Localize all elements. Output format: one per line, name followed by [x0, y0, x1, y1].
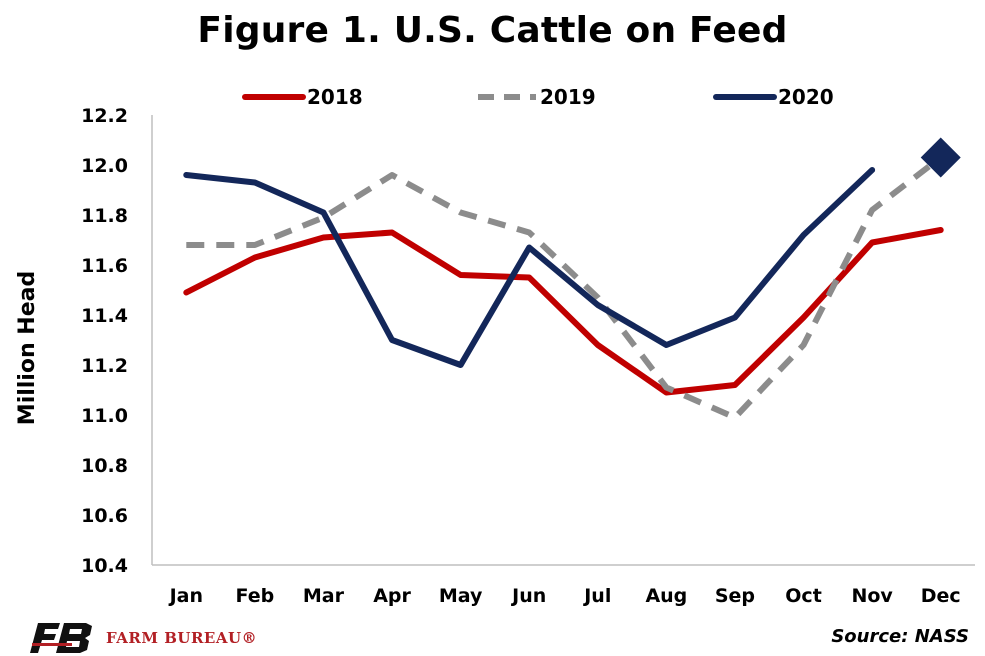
y-tick-label: 11.6: [81, 255, 128, 277]
legend: 2018 2019 2020: [242, 85, 834, 109]
y-tick-label: 11.2: [81, 355, 128, 377]
x-tick-label: Jul: [582, 585, 611, 607]
y-tick-label: 11.0: [81, 405, 128, 427]
y-tick-label: 12.0: [81, 155, 128, 177]
series-line-2018: [183, 227, 944, 396]
x-tick-label: Jun: [510, 585, 546, 607]
y-tick-label: 12.2: [81, 105, 128, 127]
legend-label-2018: 2018: [307, 85, 363, 109]
chart-title: Figure 1. U.S. Cattle on Feed: [197, 10, 788, 51]
y-tick-label: 10.8: [81, 455, 128, 477]
series-lines: [183, 155, 944, 421]
farm-bureau-logo-text: FARM BUREAU®: [106, 629, 258, 647]
legend-label-2019: 2019: [540, 85, 596, 109]
x-tick-label: Feb: [236, 585, 275, 607]
diamond-marker-2020: [920, 137, 961, 178]
markers: [920, 137, 961, 178]
legend-label-2020: 2020: [778, 85, 834, 109]
x-tick-label: Mar: [303, 585, 345, 607]
y-tick-label: 10.6: [81, 505, 128, 527]
source-note: Source: NASS: [831, 626, 969, 647]
y-axis-label: Million Head: [15, 271, 40, 425]
x-tick-label: Sep: [715, 585, 755, 607]
y-tick-label: 11.4: [81, 305, 128, 327]
x-tick-label: May: [439, 585, 483, 607]
x-tick-label: Apr: [373, 585, 411, 607]
farm-bureau-logo: FARM BUREAU®: [30, 621, 257, 655]
x-tick-labels: Jan Feb Mar Apr May Jun Jul Aug Sep Oct Nov Dec: [168, 585, 961, 607]
y-tick-label: 11.8: [81, 205, 128, 227]
x-tick-label: Nov: [851, 585, 893, 607]
x-tick-label: Dec: [921, 585, 961, 607]
fb-logo-icon: [30, 623, 92, 653]
y-tick-labels: 12.2 12.0 11.8 11.6 11.4 11.2 11.0 10.8 10.6 10.4: [81, 105, 128, 577]
x-tick-label: Oct: [785, 585, 822, 607]
x-tick-label: Aug: [645, 585, 687, 607]
y-tick-label: 10.4: [81, 555, 128, 577]
x-tick-label: Jan: [168, 585, 203, 607]
series-line-2020: [183, 167, 876, 368]
line-chart: 2018 2019 2020 Million Head 12.2 12.0 11.8 11…: [15, 85, 975, 607]
series-line-2019: [186, 155, 943, 421]
